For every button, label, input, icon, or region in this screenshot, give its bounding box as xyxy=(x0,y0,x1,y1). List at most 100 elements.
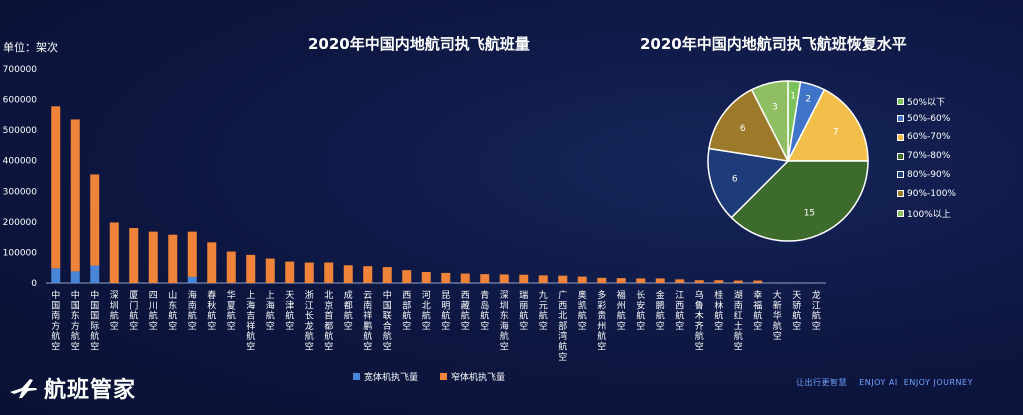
x-tick-label: 奥凯航空 xyxy=(578,289,587,332)
bar xyxy=(226,251,236,283)
bar xyxy=(70,119,80,272)
x-tick-label: 中国南方航空 xyxy=(51,289,60,353)
bar xyxy=(148,231,158,283)
bar xyxy=(129,227,139,283)
pie-legend-item: 100%以上 xyxy=(897,207,951,220)
x-tick-label: 乌鲁木齐航空 xyxy=(695,289,704,353)
bar xyxy=(441,272,451,283)
x-tick-label: 深圳东海航空 xyxy=(500,290,509,353)
x-tick-label: 北京首都航空 xyxy=(324,290,333,353)
legend-swatch xyxy=(897,210,904,218)
x-tick-label: 厦门航空 xyxy=(129,290,138,332)
legend-swatch xyxy=(897,171,904,179)
pie-legend-item: 60%-70% xyxy=(897,132,950,142)
legend-label: 90%-100% xyxy=(907,188,956,199)
x-tick-label: 中国国际航空 xyxy=(90,289,99,353)
bar xyxy=(168,234,178,283)
legend-label: 50%以下 xyxy=(907,98,946,108)
bar xyxy=(324,262,334,283)
x-tick-label: 中国联合航空 xyxy=(383,289,392,353)
y-tick-label: 700000 xyxy=(3,65,38,75)
y-tick-label: 500000 xyxy=(3,126,38,136)
x-tick-label: 福州航空 xyxy=(617,289,626,332)
x-tick-label: 湖南红土航空 xyxy=(734,290,743,353)
pie-slice xyxy=(707,147,790,219)
legend-narrow-body: 窄体机执飞量 xyxy=(440,370,505,383)
y-tick-label: 200000 xyxy=(3,218,38,228)
pie-value-label: 1 xyxy=(790,92,796,102)
bar xyxy=(109,222,119,283)
bar xyxy=(655,278,665,283)
pie-legend-item: 70%-80% xyxy=(897,151,950,161)
y-tick-label: 600000 xyxy=(3,96,38,106)
bar xyxy=(480,274,490,283)
x-tick-label: 多彩贵州航空 xyxy=(597,289,606,353)
bar xyxy=(733,280,743,283)
legend-swatch xyxy=(897,190,904,197)
bar xyxy=(285,261,295,283)
x-tick-label: 上海吉祥航空 xyxy=(246,290,255,353)
x-tick-label: 云南祥鹏航空 xyxy=(363,291,372,353)
x-tick-label: 青岛航空 xyxy=(480,289,489,332)
pie-value-label: 6 xyxy=(740,124,746,134)
slogan: 让出行更智慧 ENJOY AI ENJOY JOURNEY xyxy=(796,378,973,387)
pie-value-label: 15 xyxy=(804,209,815,219)
pie-value-label: 7 xyxy=(833,128,839,138)
legend-label: 60%-70% xyxy=(907,132,951,143)
x-tick-label: 广西北部湾航空 xyxy=(558,289,567,363)
legend-wide-body: 宽体机执飞量 xyxy=(353,370,418,383)
x-tick-label: 龙江航空 xyxy=(812,289,821,332)
x-tick-label: 成都航空 xyxy=(344,289,353,332)
x-tick-label: 华夏航空 xyxy=(227,289,236,332)
bar xyxy=(499,274,509,283)
x-tick-label: 天骄航空 xyxy=(792,291,801,332)
bar xyxy=(753,280,763,283)
y-tick-label: 300000 xyxy=(3,187,38,197)
legend-label: 70%-80% xyxy=(907,151,951,162)
bar xyxy=(70,271,80,283)
bar xyxy=(460,273,470,283)
x-tick-label: 西部航空 xyxy=(402,290,411,332)
bar xyxy=(51,106,61,269)
x-tick-label: 春秋航空 xyxy=(207,289,216,332)
x-tick-label: 桂林航空 xyxy=(714,289,723,332)
pie-slice xyxy=(708,88,790,162)
legend-label: 窄体机执飞量 xyxy=(451,373,506,383)
pie-slice xyxy=(750,80,789,162)
x-tick-label: 昆明航空 xyxy=(441,290,450,332)
pie-slice xyxy=(730,160,869,242)
x-tick-label: 四川航空 xyxy=(149,291,158,332)
bar xyxy=(304,262,314,283)
pie-slice xyxy=(786,88,869,162)
pie-value-label: 6 xyxy=(732,174,738,184)
legend-label: 宽体机执飞量 xyxy=(364,373,419,383)
bar xyxy=(382,267,392,283)
y-tick-label: 400000 xyxy=(3,157,38,167)
bar xyxy=(597,277,607,283)
x-tick-label: 幸福航空 xyxy=(753,290,762,332)
bar xyxy=(538,275,548,283)
legend-label: 80%-90% xyxy=(907,169,951,180)
bar xyxy=(246,254,256,283)
bar xyxy=(265,258,275,283)
bar xyxy=(577,276,587,283)
y-tick-label: 0 xyxy=(31,279,37,289)
x-tick-label: 大新华航空 xyxy=(773,289,782,342)
bar xyxy=(558,275,568,283)
bar xyxy=(519,274,529,283)
x-tick-label: 西藏航空 xyxy=(461,290,470,332)
brand-logo: 航班管家 xyxy=(8,372,136,404)
bar xyxy=(90,174,100,266)
bar xyxy=(636,278,646,283)
x-tick-label: 天津航空 xyxy=(285,291,294,332)
bar xyxy=(343,265,353,283)
pie-legend-item: 50%以下 xyxy=(897,95,945,108)
x-tick-label: 海南航空 xyxy=(188,289,197,332)
pie-value-label: 2 xyxy=(805,95,811,105)
x-tick-label: 浙江长龙航空 xyxy=(305,289,314,353)
brand-name: 航班管家 xyxy=(44,378,137,403)
bar xyxy=(51,268,61,283)
x-tick-label: 深圳航空 xyxy=(110,290,119,332)
legend-swatch xyxy=(440,373,447,380)
